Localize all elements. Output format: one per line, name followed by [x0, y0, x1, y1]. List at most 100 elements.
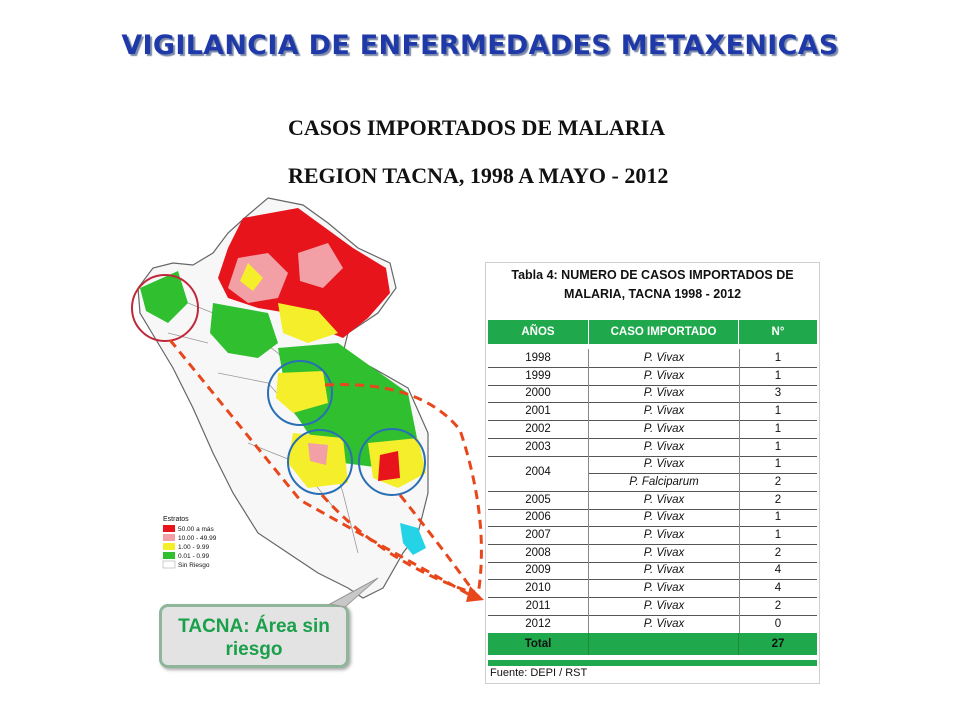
- cell-case: P. Vivax: [588, 614, 740, 633]
- map-zone-yellow-2: [240, 263, 263, 291]
- cell-case: P. Vivax: [588, 596, 740, 615]
- subtitle-cases: CASOS IMPORTADOS DE MALARIA: [288, 115, 666, 140]
- table-row: 2004 P. Vivax 1: [488, 455, 817, 478]
- map-zone-yellow: [278, 303, 338, 343]
- cell-count: 1: [739, 455, 817, 475]
- header-case: CASO IMPORTADO: [588, 320, 739, 344]
- cell-case: P. Vivax: [588, 402, 740, 421]
- cell-year: 2010: [525, 582, 551, 595]
- cell-count: 1: [774, 440, 782, 453]
- cell-case: P. Vivax: [588, 579, 740, 598]
- cell-count: 1: [774, 369, 782, 382]
- subtitle-region: REGION TACNA, 1998 A MAYO - 2012: [288, 163, 669, 188]
- table-row: 2011 P. Vivax 2: [488, 596, 817, 616]
- cell-count: 3: [774, 387, 782, 400]
- cell-year: 1998: [525, 352, 551, 364]
- cell-count: 2: [774, 546, 782, 559]
- svg-text:50.00 a más: 50.00 a más: [178, 526, 215, 533]
- table-row: 2000 P. Vivax 3: [488, 384, 817, 404]
- cell-year: 2007: [525, 529, 551, 541]
- legend-item: 1.00 - 9.99: [163, 543, 209, 551]
- header-years: AÑOS: [521, 326, 555, 338]
- table-row: 2012 P. Vivax 0: [488, 614, 817, 634]
- page-title: VIGILANCIA DE ENFERMEDADES METAXENICAS: [121, 30, 839, 61]
- legend-item: Sin Riesgo: [162, 560, 210, 569]
- peru-risk-map: Estratos 50.00 a más 10.00 - 49.99 1.00 …: [137, 197, 429, 599]
- cell-count: 1: [774, 511, 782, 524]
- cell-count: 0: [774, 617, 782, 630]
- cell-count: 2: [774, 475, 782, 488]
- table-row: 2008 P. Vivax 2: [488, 543, 817, 563]
- table-row: 2009 P. Vivax 4: [488, 561, 817, 581]
- svg-text:10.00 - 49.99: 10.00 - 49.99: [178, 535, 217, 542]
- callout-line2: riesgo: [225, 639, 283, 660]
- cell-count: 4: [774, 582, 782, 595]
- cell-case: P. Vivax: [588, 561, 740, 580]
- cell-year: 2012: [525, 617, 551, 630]
- table-row: 2003 P. Vivax 1: [488, 437, 817, 457]
- table-row: 1998 P. Vivax 1: [488, 349, 817, 368]
- tacna-callout: TACNA: Área sin riesgo: [159, 604, 349, 668]
- header-count: N°: [771, 326, 785, 338]
- table-title: Tabla 4: NUMERO DE CASOS IMPORTADOS DE M…: [486, 266, 819, 304]
- table-row: P. Falciparum 2: [488, 472, 817, 492]
- legend-item: 50.00 a más: [163, 525, 215, 533]
- cell-case: P. Vivax: [588, 508, 740, 527]
- cell-case: P. Vivax: [588, 455, 740, 475]
- map-zone-pink-2: [298, 243, 343, 288]
- cell-case: P. Vivax: [588, 384, 740, 403]
- table-row: 2002 P. Vivax 1: [488, 419, 817, 439]
- map-zone-red-2: [378, 451, 400, 481]
- map-legend: Estratos 50.00 a más 10.00 - 49.99 1.00 …: [162, 516, 217, 569]
- cell-case: P. Vivax: [588, 543, 740, 562]
- svg-text:Sin Riesgo: Sin Riesgo: [178, 562, 210, 569]
- cell-year: [488, 473, 588, 491]
- cell-count: 1: [774, 529, 782, 541]
- cell-year: 2005: [525, 493, 551, 506]
- table-row: 2006 P. Vivax 1: [488, 508, 817, 528]
- table-title-line1: Tabla 4: NUMERO DE CASOS IMPORTADOS DE: [511, 268, 794, 282]
- cell-count: 4: [774, 564, 782, 577]
- cell-count: 1: [774, 405, 782, 418]
- cell-year: 2008: [525, 546, 551, 559]
- arrow-head: [466, 586, 484, 602]
- table-header: AÑOS CASO IMPORTADO N°: [488, 320, 817, 344]
- callout-line1: TACNA: Área sin: [178, 616, 330, 637]
- cell-year: 2000: [525, 387, 551, 400]
- cell-year: 2011: [525, 599, 551, 612]
- cell-year: 2004: [525, 466, 551, 479]
- cell-case: P. Vivax: [588, 437, 740, 456]
- cell-case: P. Vivax: [588, 419, 740, 438]
- footer-divider: [488, 660, 817, 666]
- legend-title: Estratos: [163, 516, 189, 523]
- cell-year: 2002: [525, 422, 551, 435]
- cell-count: 2: [774, 599, 782, 612]
- total-empty-cell: [588, 633, 739, 655]
- cell-count: 2: [774, 493, 782, 506]
- cell-year: 2009: [525, 564, 551, 577]
- total-label: Total: [524, 638, 552, 650]
- cell-case: P. Falciparum: [588, 472, 740, 491]
- svg-text:1.00 - 9.99: 1.00 - 9.99: [178, 544, 209, 551]
- table-source: Fuente: DEPI / RST: [490, 667, 588, 679]
- legend-item: 10.00 - 49.99: [163, 534, 217, 542]
- cell-case: P. Vivax: [588, 526, 740, 544]
- table-title-line2: MALARIA, TACNA 1998 - 2012: [563, 287, 742, 301]
- table-row: 1999 P. Vivax 1: [488, 366, 817, 386]
- table-row: 2007 P. Vivax 1: [488, 526, 817, 545]
- table-row: 2010 P. Vivax 4: [488, 579, 817, 599]
- cell-count: 1: [774, 422, 782, 435]
- cell-case: P. Vivax: [588, 366, 740, 385]
- total-row: Total 27: [488, 633, 817, 655]
- cell-count: 1: [774, 352, 782, 364]
- cell-year: 2006: [525, 511, 551, 524]
- cases-table: Tabla 4: NUMERO DE CASOS IMPORTADOS DE M…: [485, 262, 820, 684]
- cell-year: 2001: [525, 405, 551, 418]
- cell-case: P. Vivax: [588, 490, 740, 509]
- cell-case: P. Vivax: [588, 349, 740, 367]
- svg-text:0.01 - 0.99: 0.01 - 0.99: [178, 553, 209, 560]
- table-row: 2001 P. Vivax 1: [488, 402, 817, 422]
- table-row: 2005 P. Vivax 2: [488, 490, 817, 510]
- cell-year: 2003: [525, 440, 551, 453]
- legend-item: 0.01 - 0.99: [163, 552, 209, 560]
